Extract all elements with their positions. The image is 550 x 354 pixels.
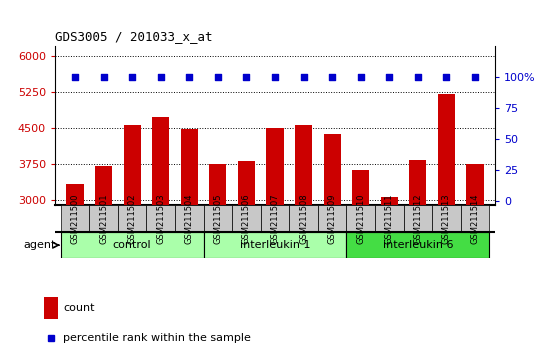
Bar xyxy=(95,166,112,345)
Point xyxy=(271,74,279,80)
Text: GSM211500: GSM211500 xyxy=(70,193,80,244)
Point xyxy=(385,74,394,80)
Text: GDS3005 / 201033_x_at: GDS3005 / 201033_x_at xyxy=(55,30,212,44)
Bar xyxy=(60,205,89,232)
Bar xyxy=(409,160,426,345)
Bar xyxy=(204,205,232,232)
Bar xyxy=(67,184,84,345)
Bar xyxy=(146,205,175,232)
Bar xyxy=(438,94,455,345)
Point xyxy=(213,74,222,80)
Bar xyxy=(232,205,261,232)
Point xyxy=(442,74,451,80)
Text: GSM211506: GSM211506 xyxy=(242,193,251,244)
Bar xyxy=(89,205,118,232)
Bar xyxy=(210,164,227,345)
Text: percentile rank within the sample: percentile rank within the sample xyxy=(63,333,251,343)
Bar xyxy=(346,232,490,258)
Bar xyxy=(352,170,369,345)
Text: control: control xyxy=(113,240,151,250)
Text: interleukin 6: interleukin 6 xyxy=(383,240,453,250)
Point xyxy=(128,74,136,80)
Point xyxy=(414,74,422,80)
Point xyxy=(356,74,365,80)
Bar xyxy=(124,125,141,345)
Bar xyxy=(323,134,340,345)
Text: GSM211505: GSM211505 xyxy=(213,193,222,244)
Text: agent: agent xyxy=(23,240,56,250)
Text: GSM211510: GSM211510 xyxy=(356,193,365,244)
Bar xyxy=(466,164,483,345)
Bar xyxy=(289,205,318,232)
Bar xyxy=(181,129,198,345)
Text: GSM211507: GSM211507 xyxy=(271,193,279,244)
Point xyxy=(328,74,337,80)
Text: GSM211503: GSM211503 xyxy=(156,193,165,244)
Bar xyxy=(404,205,432,232)
Point xyxy=(70,74,79,80)
Text: GSM211504: GSM211504 xyxy=(185,193,194,244)
Bar xyxy=(375,205,404,232)
Text: GSM211514: GSM211514 xyxy=(470,193,480,244)
Text: count: count xyxy=(63,303,95,313)
Bar xyxy=(204,232,346,258)
Bar xyxy=(266,128,284,345)
Bar xyxy=(118,205,146,232)
Point xyxy=(299,74,308,80)
Text: GSM211513: GSM211513 xyxy=(442,193,451,244)
Point xyxy=(185,74,194,80)
Bar xyxy=(261,205,289,232)
Text: GSM211502: GSM211502 xyxy=(128,193,136,244)
Text: GSM211508: GSM211508 xyxy=(299,193,308,244)
Text: GSM211511: GSM211511 xyxy=(385,193,394,244)
Point xyxy=(471,74,480,80)
Text: GSM211501: GSM211501 xyxy=(99,193,108,244)
Bar xyxy=(44,297,58,319)
Bar xyxy=(175,205,204,232)
Bar xyxy=(381,196,398,345)
Text: interleukin 1: interleukin 1 xyxy=(240,240,310,250)
Text: GSM211512: GSM211512 xyxy=(414,193,422,244)
Bar xyxy=(461,205,490,232)
Point xyxy=(242,74,251,80)
Bar xyxy=(346,205,375,232)
Point xyxy=(99,74,108,80)
Bar xyxy=(238,161,255,345)
Text: GSM211509: GSM211509 xyxy=(328,193,337,244)
Bar xyxy=(60,232,204,258)
Bar xyxy=(295,125,312,345)
Bar xyxy=(318,205,346,232)
Point xyxy=(156,74,165,80)
Bar xyxy=(152,118,169,345)
Bar xyxy=(432,205,461,232)
